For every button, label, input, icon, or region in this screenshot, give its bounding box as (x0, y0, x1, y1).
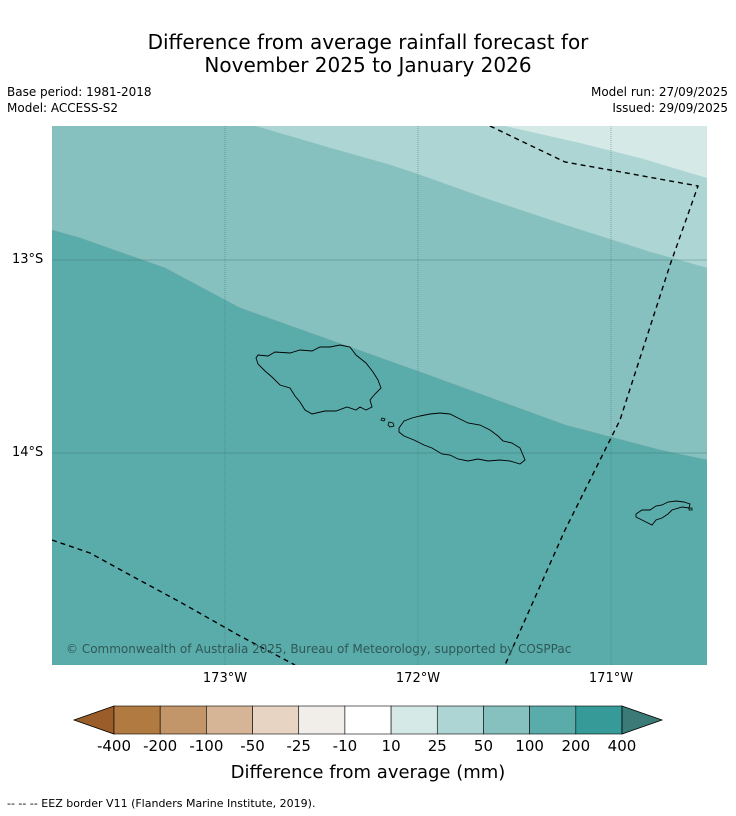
colorbar-swatch (252, 705, 300, 735)
colorbar-swatch (436, 705, 484, 735)
title-line-1: Difference from average rainfall forecas… (147, 30, 589, 54)
meta-left: Base period: 1981-2018 Model: ACCESS-S2 (7, 84, 152, 116)
lat-label-14s: 14°S (12, 445, 44, 460)
colorbar-tick-label: 10 (381, 737, 401, 755)
base-period: Base period: 1981-2018 (7, 85, 152, 99)
issued-date: Issued: 29/09/2025 (612, 101, 728, 115)
colorbar-extend-high (621, 705, 664, 735)
lon-label-171w: 171°W (588, 671, 634, 686)
colorbar-title: Difference from average (mm) (230, 762, 506, 783)
colorbar-swatch (529, 705, 577, 735)
colorbar-swatch (113, 705, 161, 735)
meta-right: Model run: 27/09/2025 Issued: 29/09/2025 (591, 84, 728, 116)
colorbar-swatch (298, 705, 346, 735)
colorbar-tick-label: 400 (607, 737, 637, 755)
colorbar-tick-label: 25 (427, 737, 447, 755)
colorbar-tick-label: -100 (189, 737, 224, 755)
tutuila-island (635, 500, 691, 526)
copyright-text: © Commonwealth of Australia 2025, Bureau… (66, 642, 571, 656)
colorbar-tick-label: -400 (96, 737, 132, 755)
colorbar-swatch (344, 705, 392, 735)
colorbar-tick-label: -25 (286, 737, 311, 755)
upolu-island (398, 412, 526, 465)
title-line-2: November 2025 to January 2026 (204, 53, 532, 77)
eez-footnote: -- -- -- EEZ border V11 (Flanders Marine… (7, 797, 316, 810)
model-run: Model run: 27/09/2025 (590, 85, 728, 99)
colorbar-tick-label: -200 (143, 737, 178, 755)
map-title: Difference from average rainfall forecas… (0, 31, 736, 77)
lon-label-173w: 173°W (202, 671, 248, 686)
colorbar-swatch (390, 705, 438, 735)
colorbar (72, 705, 664, 735)
colorbar-tick-label: -10 (332, 737, 358, 755)
model-name: Model: ACCESS-S2 (7, 101, 119, 115)
eez-border (52, 126, 699, 665)
colorbar-tick-label: 50 (473, 737, 493, 755)
colorbar-extend-low (72, 705, 115, 735)
band-25-50 (255, 126, 707, 268)
colorbar-tick-label: 200 (561, 737, 591, 755)
lat-label-13s: 13°S (12, 252, 44, 267)
lon-label-172w: 172°W (395, 671, 441, 686)
colorbar-swatch (483, 705, 530, 735)
colorbar-swatch (206, 705, 253, 735)
colorbar-swatch (159, 705, 207, 735)
colorbar-tick-label: -50 (240, 737, 265, 755)
manono-island (380, 417, 386, 422)
savaii-island (255, 344, 382, 415)
band-10-25 (505, 126, 707, 178)
colorbar-tick-label: 100 (515, 737, 544, 755)
aunuu-island (688, 507, 693, 511)
graticule (52, 126, 707, 665)
apolima-island (387, 421, 395, 428)
colorbar-swatch (575, 705, 623, 735)
